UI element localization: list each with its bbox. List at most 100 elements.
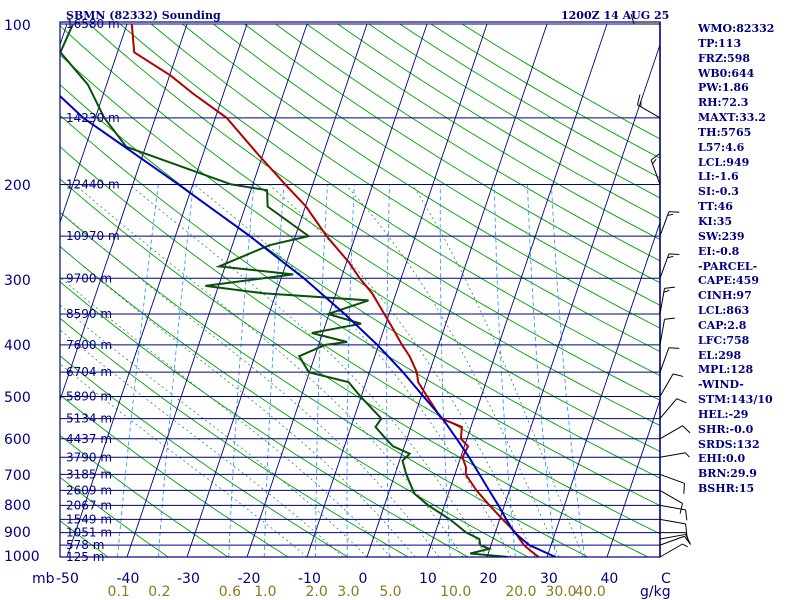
index-separator: : [726, 393, 731, 407]
index-separator: : [717, 229, 722, 243]
index-value: 113 [718, 36, 742, 50]
height-label: 14230 m [66, 111, 120, 125]
index-row: SW:239 [698, 230, 798, 245]
index-row: PW:1.86 [698, 81, 798, 96]
wind-barb [659, 286, 675, 315]
index-separator: : [721, 452, 726, 466]
index-separator: : [711, 185, 716, 199]
temperature-tick-label: 10 [419, 571, 437, 587]
index-separator: : [726, 363, 731, 377]
index-separator: : [713, 200, 718, 214]
index-row: MPL:128 [698, 363, 798, 378]
index-value: 128 [730, 363, 754, 377]
height-label: 4437 m [66, 432, 112, 446]
mixing-ratio-tick-label: 0.1 [108, 584, 130, 600]
mixing-ratio-line [527, 184, 556, 557]
index-value: 15 [738, 482, 755, 496]
moist-adiabat-line [411, 184, 584, 557]
wind-barb [659, 543, 688, 558]
moist-adiabat-line [60, 363, 308, 557]
temperature-trace [130, 23, 540, 557]
index-value: 598 [727, 51, 751, 65]
pressure-unit-label: mb [32, 571, 55, 587]
index-row: -PARCEL- [698, 260, 798, 275]
mixing-ratio-tick-label: 0.2 [148, 584, 170, 600]
index-row: SI:-0.3 [698, 185, 798, 200]
moist-adiabat-line [193, 184, 512, 557]
index-separator: : [724, 407, 729, 421]
index-row: TP:113 [698, 37, 798, 52]
index-key: TT [698, 200, 714, 214]
isotherm-line [486, 43, 660, 557]
index-separator: : [732, 437, 737, 451]
index-key: MAXT [698, 111, 736, 125]
temperature-tick-label: 40 [601, 571, 619, 587]
index-key: -WIND- [698, 378, 744, 392]
index-value: 644 [731, 66, 755, 80]
index-separator: : [722, 333, 727, 347]
index-key: RH [698, 96, 718, 110]
wind-barb [659, 504, 688, 521]
index-separator: : [721, 140, 726, 154]
dry-adiabat-line [60, 54, 660, 452]
moist-adiabat-line [60, 210, 440, 557]
grid-lines [60, 23, 660, 557]
wind-barb [659, 489, 684, 514]
pressure-tick-label: 400 [4, 338, 31, 354]
mixing-ratio-line [494, 184, 516, 557]
index-value: 4.6 [725, 140, 745, 154]
index-separator: : [725, 422, 730, 436]
height-label: 3185 m [66, 467, 112, 481]
index-value: -1.6 [714, 170, 739, 184]
height-label: 6704 m [66, 365, 112, 379]
mixing-ratio-line [228, 184, 255, 557]
wind-barb [659, 535, 692, 546]
wind-barb [659, 317, 675, 345]
dewpoint-trace [60, 23, 509, 557]
height-label: 8590 m [66, 307, 112, 321]
pressure-tick-label: 200 [4, 178, 31, 194]
pressure-tick-label: 700 [4, 468, 31, 484]
index-value: 459 [736, 274, 759, 288]
temperature-tick-label: -40 [117, 571, 140, 587]
isotherm-line [546, 220, 660, 557]
index-row: -WIND- [698, 378, 798, 393]
wind-barb [659, 398, 687, 419]
wind-barb [659, 518, 688, 535]
index-value: -0.3 [715, 185, 739, 199]
index-separator: : [716, 125, 721, 139]
temperature-tick-label: C [661, 571, 671, 587]
mixing-ratio-tick-label: 2.0 [306, 584, 328, 600]
mixing-ratio-line [263, 184, 285, 557]
height-label: 7600 m [66, 338, 112, 352]
index-value: 298 [718, 348, 742, 362]
index-separator: : [732, 22, 737, 35]
index-key: CINH [698, 289, 733, 303]
index-separator: : [717, 81, 722, 95]
index-key: CAPE [698, 274, 732, 288]
mixing-ratio-line [315, 184, 328, 557]
moist-adiabat-line [344, 184, 560, 557]
index-key: EL [698, 348, 715, 362]
index-value: 863 [726, 304, 750, 318]
isotherm-line [606, 398, 660, 557]
index-separator: : [723, 318, 728, 332]
index-row: HEL:-29 [698, 408, 798, 423]
wind-barb [650, 153, 661, 185]
mixing-ratio-line [117, 184, 159, 557]
index-row: WMO:82332 [698, 22, 798, 37]
index-key: SW [698, 229, 718, 243]
index-row: BSHR:15 [698, 482, 798, 497]
index-key: PW [698, 81, 718, 95]
plot-frame [59, 21, 661, 558]
index-key: TH [698, 125, 717, 139]
index-separator: : [722, 155, 727, 169]
wind-barb [636, 94, 661, 119]
isotherm-line [246, 23, 428, 557]
index-key: FRZ [698, 51, 723, 65]
height-label: 10970 m [66, 229, 120, 243]
isotherm-line [60, 23, 188, 402]
isotherm-line [366, 23, 548, 557]
height-label: 1549 m [66, 512, 112, 526]
